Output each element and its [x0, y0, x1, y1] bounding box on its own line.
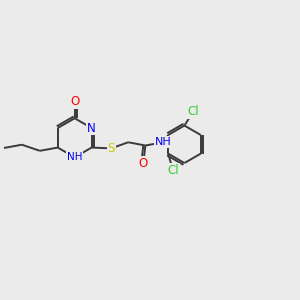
Text: O: O: [70, 94, 79, 108]
Text: NH: NH: [155, 137, 172, 147]
Text: N: N: [87, 122, 96, 134]
Text: Cl: Cl: [188, 105, 199, 118]
Text: O: O: [139, 157, 148, 170]
Text: NH: NH: [67, 152, 83, 162]
Text: Cl: Cl: [167, 164, 179, 177]
Text: S: S: [107, 142, 115, 155]
